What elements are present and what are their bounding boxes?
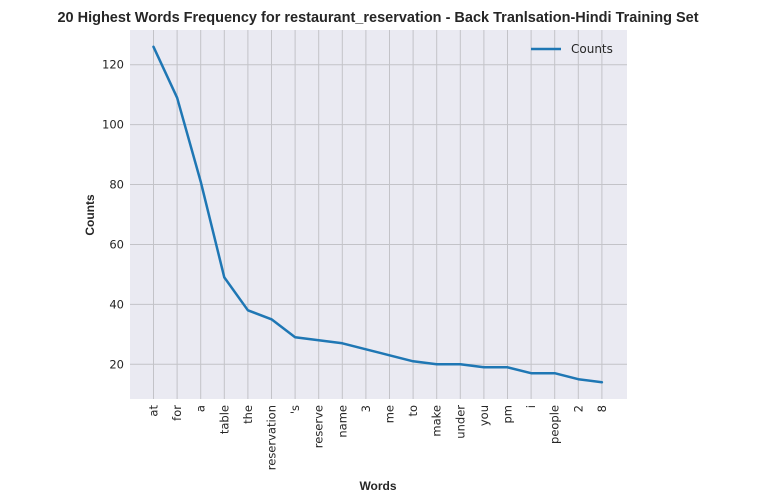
x-tick-label: 3 (359, 405, 373, 412)
y-tick-label: 120 (102, 58, 124, 72)
x-tick-label: pm (501, 405, 515, 424)
x-tick-label: name (335, 405, 349, 438)
y-tick-label: 40 (109, 297, 124, 311)
y-tick-label: 60 (109, 237, 124, 251)
x-tick-label: reservation (265, 405, 279, 470)
x-tick-label: you (477, 405, 491, 426)
x-axis-label: Words (359, 479, 396, 493)
plot-area (130, 30, 627, 399)
y-tick-label: 20 (109, 357, 124, 371)
x-tick-label: at (147, 405, 161, 417)
x-tick-label: me (383, 405, 397, 423)
line-layer (152, 45, 604, 384)
legend: Counts (531, 42, 613, 56)
grid-lines (130, 30, 627, 399)
y-axis-ticks: 20 40 60 80 100 120 (102, 58, 124, 372)
x-tick-label: a (194, 405, 208, 412)
y-tick-label: 80 (109, 178, 124, 192)
x-tick-label: the (241, 405, 255, 424)
x-tick-label: under (453, 405, 467, 439)
x-tick-label: to (406, 405, 420, 417)
x-tick-label: make (430, 405, 444, 437)
x-tick-label: i (524, 405, 538, 408)
x-tick-label: people (548, 405, 562, 444)
x-tick-label: reserve (312, 405, 326, 448)
y-axis-label: Counts (83, 194, 97, 236)
legend-label: Counts (571, 42, 613, 56)
y-tick-label: 100 (102, 118, 124, 132)
chart-title: 20 Highest Words Frequency for restauran… (57, 10, 698, 26)
series-line-counts (152, 45, 604, 384)
x-tick-label: for (170, 405, 184, 421)
x-tick-label: table (217, 405, 231, 434)
x-axis-ticks: at for a table the reservation 's reserve name 3 m… (147, 405, 609, 471)
x-tick-label: 's (288, 405, 302, 414)
x-tick-label: 8 (595, 405, 609, 412)
x-tick-label: 2 (571, 405, 585, 412)
